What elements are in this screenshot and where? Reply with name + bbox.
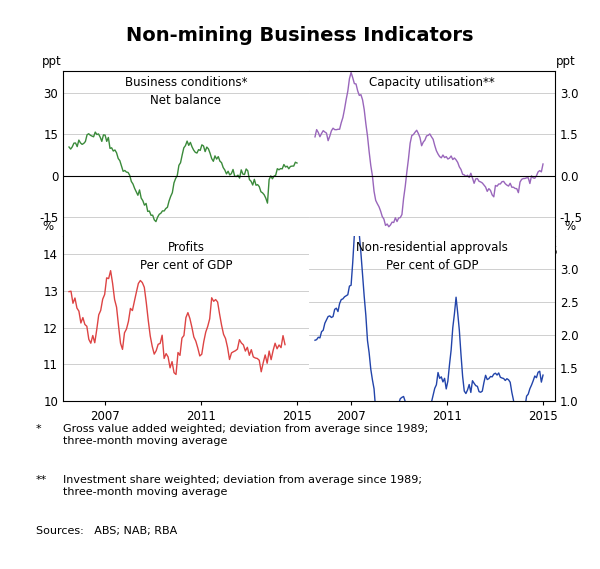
Text: Net balance: Net balance <box>151 94 221 107</box>
Text: Per cent of GDP: Per cent of GDP <box>386 259 478 272</box>
Text: Profits: Profits <box>167 241 205 254</box>
Text: ppt: ppt <box>556 55 576 68</box>
Text: Non-residential approvals: Non-residential approvals <box>356 241 508 254</box>
Text: Business conditions*: Business conditions* <box>125 76 247 89</box>
Text: Capacity utilisation**: Capacity utilisation** <box>369 76 495 89</box>
Text: %: % <box>42 220 53 233</box>
Text: Sources:   ABS; NAB; RBA: Sources: ABS; NAB; RBA <box>36 526 177 537</box>
Text: **: ** <box>36 475 47 485</box>
Text: %: % <box>565 220 576 233</box>
Text: Per cent of GDP: Per cent of GDP <box>140 259 232 272</box>
Text: Investment share weighted; deviation from average since 1989;
three-month moving: Investment share weighted; deviation fro… <box>63 475 422 497</box>
Text: ppt: ppt <box>42 55 62 68</box>
Text: *: * <box>36 424 41 434</box>
Text: Non-mining Business Indicators: Non-mining Business Indicators <box>126 26 474 44</box>
Text: Gross value added weighted; deviation from average since 1989;
three-month movin: Gross value added weighted; deviation fr… <box>63 424 428 446</box>
